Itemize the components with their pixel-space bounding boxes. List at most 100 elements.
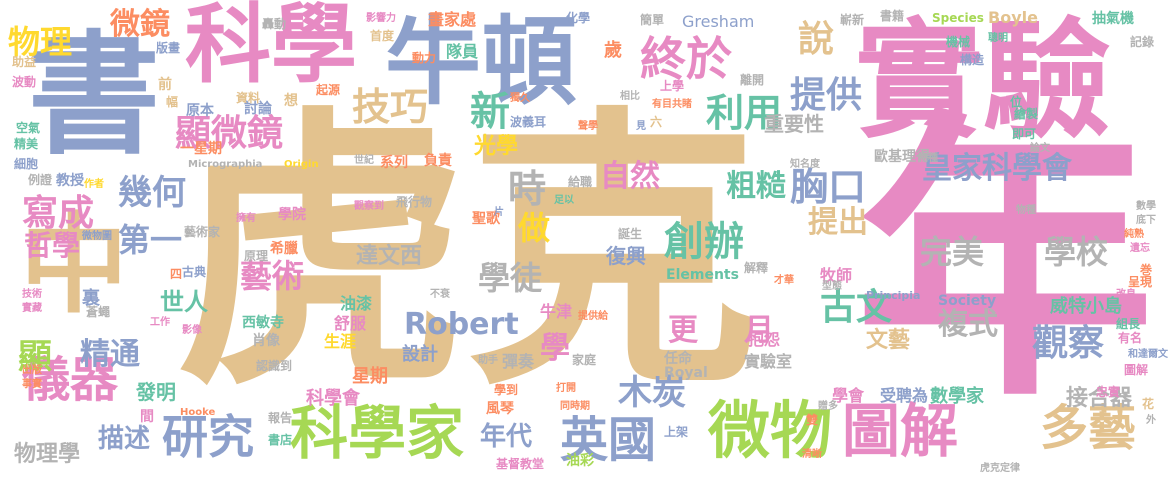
word: Hooke: [180, 407, 216, 418]
word: 藝術家: [184, 225, 221, 239]
word: 儀器: [22, 352, 119, 408]
word: 巻: [1140, 263, 1153, 277]
word: 第一: [118, 221, 183, 259]
word: 見: [636, 121, 646, 132]
word: 描述: [98, 424, 151, 454]
word: 牛津: [540, 302, 573, 321]
word: 提供: [790, 75, 863, 116]
word: 虎克定律: [980, 463, 1020, 474]
word: 圖解: [1124, 363, 1149, 377]
word: 科學家: [290, 399, 465, 467]
word: 幾何: [118, 173, 186, 213]
word: 不衰: [430, 289, 450, 300]
word: 間: [140, 409, 154, 425]
word: Origin: [284, 159, 319, 170]
word: 認識到: [256, 359, 293, 373]
word: 圖解: [842, 397, 959, 465]
word: 自然: [600, 159, 660, 194]
word: 年代: [480, 422, 533, 452]
word: 給職: [568, 175, 593, 189]
word: 學: [540, 331, 570, 366]
word: 牛頓: [385, 6, 577, 118]
word: 細胞: [14, 157, 39, 171]
word: 起源: [316, 83, 341, 97]
word: 位: [1010, 95, 1023, 109]
word: 一星期: [180, 141, 222, 157]
word: Elements: [666, 267, 739, 283]
word: 蒼蠅: [86, 305, 111, 319]
word: 助手: [478, 355, 498, 366]
word: 風琴: [486, 401, 514, 417]
word: 提出: [808, 205, 868, 240]
word: 光學: [474, 134, 519, 159]
word: 星期: [352, 366, 388, 387]
word: 和達爾文: [1128, 349, 1168, 360]
word: 六: [650, 115, 663, 129]
word: 肖像: [252, 333, 280, 349]
word: 家庭: [572, 353, 597, 367]
word: 世紀: [354, 155, 374, 166]
word: 書籍: [880, 9, 905, 23]
word: 底下: [1136, 215, 1156, 226]
word: 歲: [604, 40, 622, 61]
word: 書: [28, 19, 160, 173]
word: 誕生: [618, 227, 643, 241]
word: 論文: [1030, 143, 1050, 154]
word: 發明: [136, 380, 176, 404]
word: 有目共睹: [652, 99, 692, 110]
word: 才華: [774, 275, 794, 286]
word: 嶄新: [840, 13, 865, 27]
word: 獨久: [510, 93, 530, 104]
word: 時: [508, 167, 547, 211]
word: 波動: [12, 75, 37, 89]
word: 科學: [185, 0, 357, 95]
word: 轟動: [262, 17, 287, 31]
word: 即可: [1012, 127, 1037, 141]
word: Principia: [866, 289, 921, 302]
word: 構造: [960, 53, 985, 67]
word: 牧師: [820, 266, 853, 285]
word: 彈奏: [502, 352, 535, 371]
word: 物理學: [14, 442, 81, 467]
word: 實驗室: [744, 352, 793, 371]
word: 精通: [80, 337, 140, 372]
word: 離開: [740, 73, 765, 87]
word: 抽氣機: [1092, 11, 1134, 27]
word: 首度: [370, 29, 395, 43]
word: 受聘為: [880, 386, 929, 405]
word: 波義耳: [510, 115, 547, 129]
word: 科學會: [306, 388, 360, 409]
word: 幅: [166, 95, 179, 109]
word: 清晰: [802, 449, 822, 460]
word: 記錄: [1130, 35, 1155, 49]
word: 外: [1146, 415, 1156, 426]
word: 利用: [706, 91, 783, 135]
word: 完美: [920, 233, 985, 271]
word: 足以: [554, 195, 574, 206]
word: 工作: [150, 317, 170, 328]
word: 擁有: [236, 213, 256, 224]
word: Robert: [404, 307, 519, 342]
word: 報告: [268, 411, 293, 425]
word: 精美: [14, 137, 39, 151]
word: 觀察: [1032, 323, 1105, 364]
word: 知名度: [790, 159, 820, 170]
word: 數學: [1136, 201, 1156, 212]
word: 微鏡: [110, 7, 170, 42]
word: 空氣: [16, 121, 41, 135]
word: 忠實: [1096, 385, 1121, 399]
word: 創辦: [664, 219, 744, 265]
word: 復興: [606, 244, 646, 268]
word: 舒服: [334, 314, 367, 333]
word: 四: [170, 267, 183, 281]
word: 上架: [664, 425, 689, 439]
word: 遺忘: [1130, 243, 1150, 254]
word: 相比: [620, 91, 640, 102]
word: 有名: [1118, 331, 1143, 345]
word: 抱怨: [748, 330, 781, 349]
word: 事實: [22, 379, 42, 390]
word: 聖歌: [472, 211, 500, 227]
word: 世人: [160, 288, 208, 316]
word: 達文西: [356, 244, 423, 269]
